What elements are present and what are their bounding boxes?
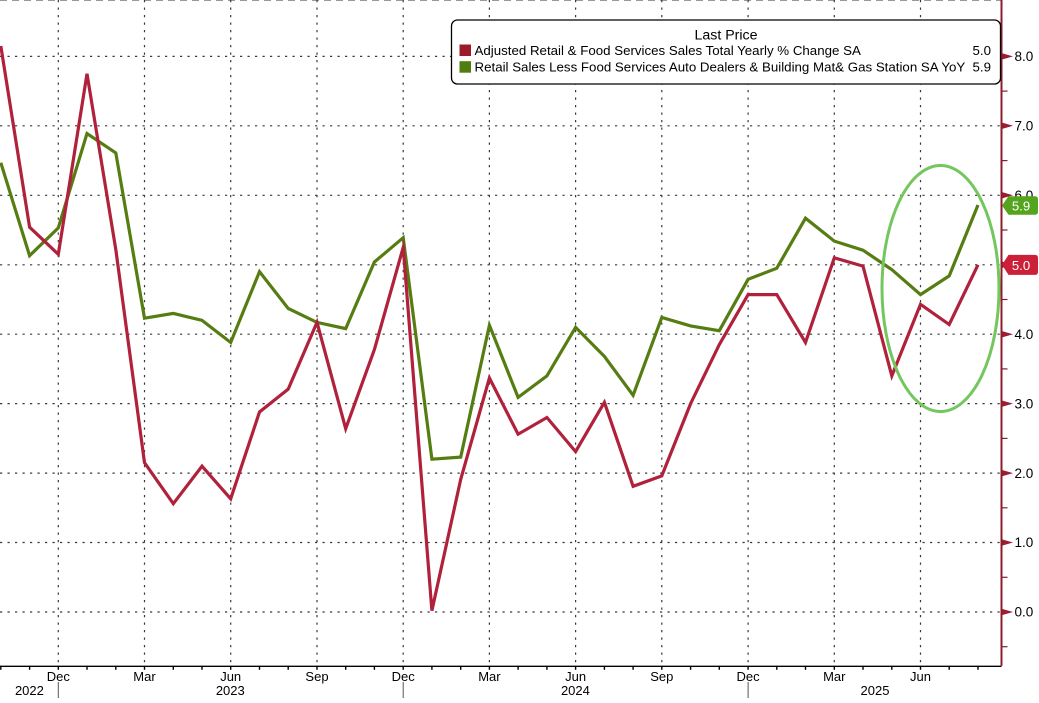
svg-text:3.0: 3.0 xyxy=(1015,396,1034,411)
svg-text:Jun: Jun xyxy=(910,669,931,684)
svg-text:2.0: 2.0 xyxy=(1015,466,1034,481)
svg-text:Adjusted Retail & Food Service: Adjusted Retail & Food Services Sales To… xyxy=(475,43,861,58)
svg-text:5.0: 5.0 xyxy=(973,43,992,58)
svg-text:0.0: 0.0 xyxy=(1015,605,1034,620)
svg-text:Dec: Dec xyxy=(47,669,71,684)
svg-text:2025: 2025 xyxy=(861,683,890,698)
svg-text:2023: 2023 xyxy=(216,683,245,698)
svg-text:Mar: Mar xyxy=(823,669,846,684)
svg-text:Retail Sales Less Food Service: Retail Sales Less Food Services Auto Dea… xyxy=(475,60,966,75)
svg-text:5.9: 5.9 xyxy=(1012,199,1030,214)
svg-text:Jun: Jun xyxy=(220,669,241,684)
svg-text:Dec: Dec xyxy=(737,669,761,684)
svg-text:Dec: Dec xyxy=(392,669,416,684)
svg-text:5.9: 5.9 xyxy=(973,60,992,75)
svg-text:2022: 2022 xyxy=(15,683,44,698)
svg-text:Jun: Jun xyxy=(565,669,586,684)
svg-text:Mar: Mar xyxy=(133,669,156,684)
svg-text:Last Price: Last Price xyxy=(694,28,757,44)
svg-text:8.0: 8.0 xyxy=(1015,49,1034,64)
svg-text:Mar: Mar xyxy=(478,669,501,684)
svg-text:Sep: Sep xyxy=(650,669,673,684)
svg-text:7.0: 7.0 xyxy=(1015,119,1034,134)
svg-text:5.0: 5.0 xyxy=(1012,258,1030,273)
svg-text:2024: 2024 xyxy=(561,683,590,698)
svg-text:1.0: 1.0 xyxy=(1015,535,1034,550)
svg-text:4.0: 4.0 xyxy=(1015,327,1034,342)
svg-text:Sep: Sep xyxy=(305,669,328,684)
